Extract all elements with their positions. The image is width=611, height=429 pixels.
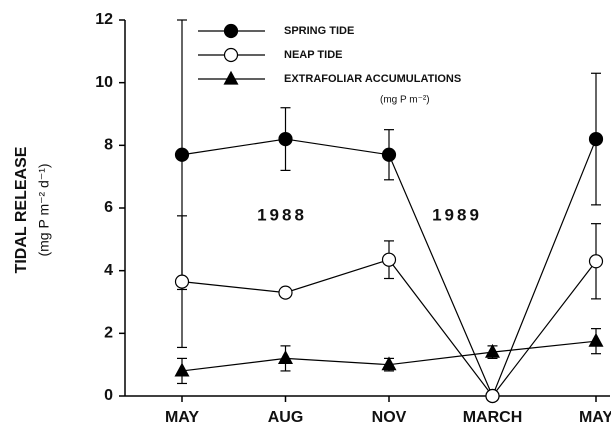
x-tick-label: AUG	[268, 409, 304, 426]
y-tick-label: 2	[104, 325, 113, 342]
legend-note: (mg P m⁻²)	[380, 95, 430, 106]
data-point	[278, 285, 293, 300]
y-tick-label: 8	[104, 137, 113, 154]
legend-label: NEAP TIDE	[284, 49, 342, 61]
legend-marker	[223, 23, 239, 39]
data-point	[381, 252, 397, 267]
data-point	[278, 131, 293, 147]
x-tick-label: NOV	[372, 409, 407, 426]
data-point	[588, 332, 604, 347]
data-point	[381, 147, 397, 162]
data-point	[588, 131, 604, 147]
data-point	[484, 343, 501, 358]
annotation: 1988	[257, 205, 307, 224]
legend-label: SPRING TIDE	[284, 25, 354, 37]
legend-marker	[223, 47, 239, 63]
x-tick-label: MAY	[165, 409, 199, 426]
y-axis-label: TIDAL RELEASE	[13, 146, 30, 273]
data-point	[174, 147, 190, 162]
data-point	[174, 274, 190, 289]
annotation: 1989	[432, 205, 482, 224]
y-tick-label: 12	[95, 11, 113, 28]
y-axis-unit: (mg P m⁻² d⁻¹)	[36, 163, 52, 256]
legend-label: EXTRAFOLIAR ACCUMULATIONS	[284, 73, 461, 85]
x-tick-label: MARCH	[463, 409, 523, 426]
data-point	[174, 362, 190, 377]
legend-marker	[223, 70, 239, 85]
data-point	[588, 254, 604, 269]
data-point	[277, 350, 294, 364]
data-point	[485, 388, 500, 404]
y-tick-label: 10	[95, 74, 113, 91]
data-point	[381, 356, 397, 371]
y-tick-label: 4	[104, 262, 113, 279]
x-tick-label: MAY	[579, 409, 611, 426]
y-tick-label: 6	[104, 199, 113, 216]
series-line	[181, 258, 597, 397]
y-tick-label: 0	[104, 387, 113, 404]
